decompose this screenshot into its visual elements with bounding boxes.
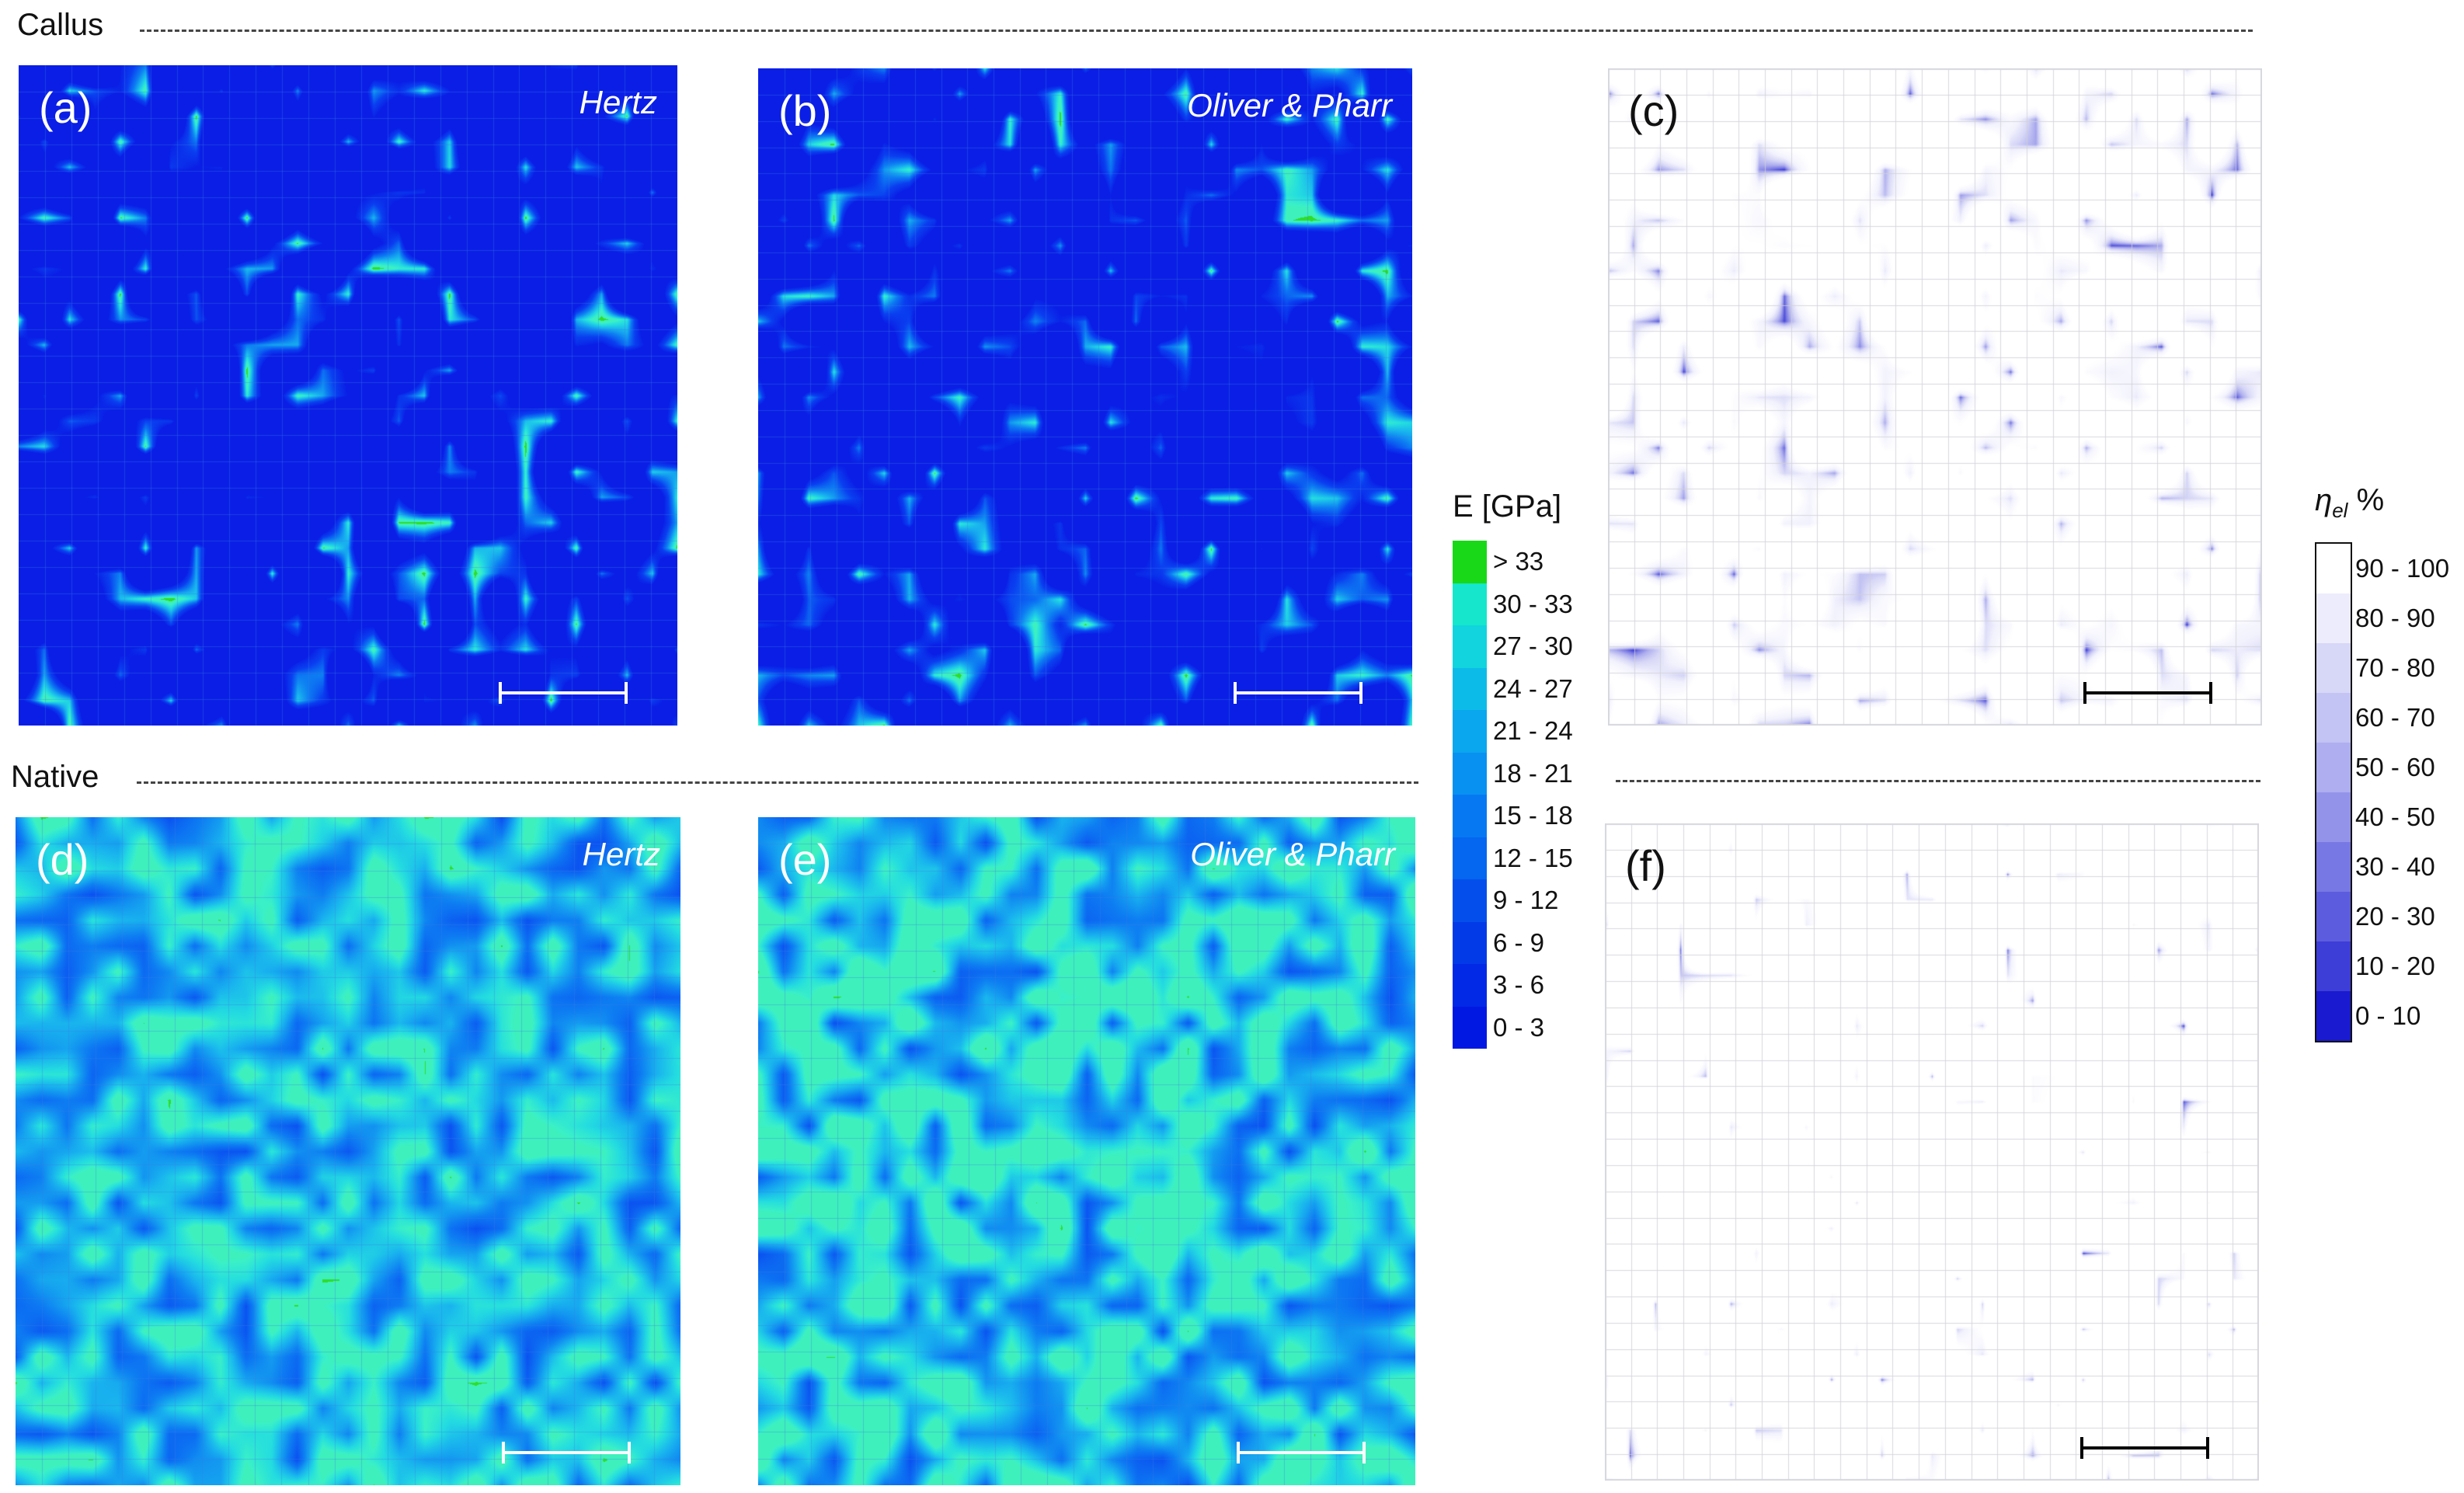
legend-label: 6 - 9 bbox=[1493, 927, 1545, 957]
legend-swatch bbox=[2316, 842, 2351, 892]
legend-swatch bbox=[2316, 892, 2351, 941]
eta-legend-title: ηel % bbox=[2315, 483, 2384, 523]
scale-bar bbox=[2083, 682, 2212, 704]
method-label: Hertz bbox=[579, 84, 657, 120]
legend-swatch bbox=[2316, 544, 2351, 593]
panel-letter: (e) bbox=[778, 835, 832, 884]
legend-swatch bbox=[1453, 752, 1487, 795]
eta-legend-symbol: η bbox=[2315, 483, 2333, 517]
legend-swatch bbox=[2316, 593, 2351, 643]
method-label: Hertz bbox=[582, 836, 660, 872]
eta-legend-bar bbox=[2315, 542, 2352, 1042]
modulus-map-d bbox=[16, 817, 680, 1485]
legend-swatch bbox=[1453, 667, 1487, 710]
legend-label: 50 - 60 bbox=[2355, 753, 2435, 781]
legend-swatch bbox=[1453, 879, 1487, 922]
modulus-legend-bar bbox=[1453, 541, 1487, 1049]
eta-legend-subscript: el bbox=[2332, 499, 2348, 522]
section-divider-native-right bbox=[1616, 780, 2260, 782]
legend-swatch bbox=[2316, 693, 2351, 743]
method-label: Oliver & Pharr bbox=[1187, 87, 1392, 124]
legend-label: 10 - 20 bbox=[2355, 952, 2435, 980]
section-divider-native bbox=[137, 781, 1418, 784]
legend-label: 3 - 6 bbox=[1493, 970, 1545, 1000]
legend-swatch bbox=[1453, 583, 1487, 625]
scale-bar bbox=[2080, 1437, 2209, 1459]
method-label: Oliver & Pharr bbox=[1190, 836, 1395, 872]
eta-map-c bbox=[1608, 68, 2262, 726]
panel-letter: (f) bbox=[1625, 841, 1666, 890]
legend-swatch bbox=[2316, 941, 2351, 991]
panel-d: (d) Hertz bbox=[16, 817, 680, 1485]
eta-legend: ηel % 90 - 100 80 - 90 70 - 80 60 - 70 50 - … bbox=[2315, 483, 2464, 1058]
legend-swatch bbox=[1453, 921, 1487, 964]
legend-swatch bbox=[2316, 792, 2351, 842]
panel-a: (a) Hertz bbox=[19, 65, 677, 726]
legend-swatch bbox=[1453, 541, 1487, 583]
legend-swatch bbox=[1453, 795, 1487, 837]
scale-bar bbox=[1234, 682, 1363, 704]
panel-letter: (d) bbox=[36, 835, 89, 884]
modulus-map-e bbox=[758, 817, 1415, 1485]
legend-label: 80 - 90 bbox=[2355, 604, 2435, 632]
eta-legend-unit: % bbox=[2347, 483, 2385, 517]
legend-label: 70 - 80 bbox=[2355, 653, 2435, 682]
legend-swatch bbox=[2316, 991, 2351, 1041]
legend-label: 30 - 33 bbox=[1493, 589, 1573, 618]
legend-label: 27 - 30 bbox=[1493, 632, 1573, 661]
legend-label: 20 - 30 bbox=[2355, 902, 2435, 931]
panel-c: (c) bbox=[1608, 68, 2262, 726]
legend-swatch bbox=[1453, 1006, 1487, 1049]
modulus-legend-title: E [GPa] bbox=[1453, 489, 1562, 524]
legend-label: 12 - 15 bbox=[1493, 843, 1573, 872]
modulus-map-b bbox=[758, 68, 1412, 726]
legend-label: 18 - 21 bbox=[1493, 758, 1573, 788]
legend-label: 40 - 50 bbox=[2355, 802, 2435, 831]
legend-swatch bbox=[1453, 964, 1487, 1007]
legend-label: 15 - 18 bbox=[1493, 801, 1573, 830]
legend-label: 60 - 70 bbox=[2355, 703, 2435, 732]
panel-letter: (c) bbox=[1628, 86, 1679, 135]
legend-swatch bbox=[2316, 643, 2351, 693]
panel-letter: (a) bbox=[39, 83, 92, 132]
legend-label: 21 - 24 bbox=[1493, 716, 1573, 746]
legend-label: 24 - 27 bbox=[1493, 673, 1573, 703]
panel-f: (f) bbox=[1605, 823, 2259, 1481]
scale-bar bbox=[502, 1442, 631, 1463]
scale-bar bbox=[1237, 1442, 1366, 1463]
legend-swatch bbox=[2316, 743, 2351, 792]
legend-swatch bbox=[1453, 625, 1487, 668]
panel-b: (b) Oliver & Pharr bbox=[758, 68, 1412, 726]
section-label-native: Native bbox=[11, 760, 99, 794]
modulus-legend: E [GPa] > 33 30 - 33 27 - 30 24 - 27 21 - 24… bbox=[1453, 489, 1624, 1064]
legend-label: 0 - 3 bbox=[1493, 1012, 1545, 1042]
scale-bar bbox=[499, 682, 628, 704]
section-divider-callus bbox=[140, 30, 2253, 32]
legend-label: 90 - 100 bbox=[2355, 554, 2450, 583]
panel-letter: (b) bbox=[778, 86, 832, 135]
legend-label: 0 - 10 bbox=[2355, 1001, 2421, 1030]
legend-label: 30 - 40 bbox=[2355, 852, 2435, 881]
legend-swatch bbox=[1453, 710, 1487, 753]
legend-swatch bbox=[1453, 837, 1487, 879]
eta-map-f bbox=[1605, 823, 2259, 1481]
legend-label: > 33 bbox=[1493, 547, 1544, 576]
legend-label: 9 - 12 bbox=[1493, 886, 1559, 915]
panel-e: (e) Oliver & Pharr bbox=[758, 817, 1415, 1485]
section-label-callus: Callus bbox=[17, 8, 104, 42]
modulus-map-a bbox=[19, 65, 677, 726]
